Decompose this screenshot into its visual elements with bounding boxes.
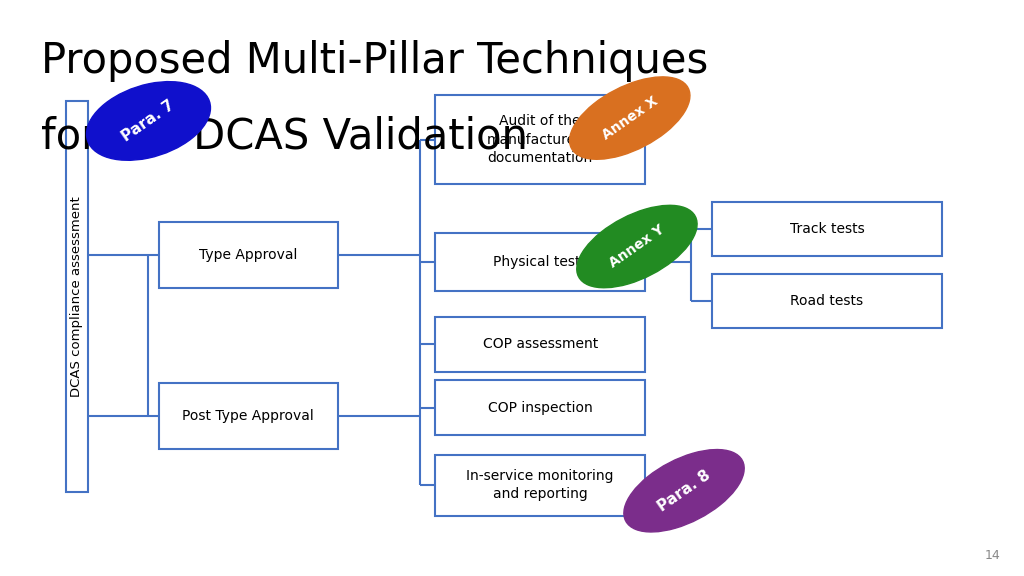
Ellipse shape <box>624 449 744 532</box>
Text: Para. 7: Para. 7 <box>120 97 177 145</box>
Ellipse shape <box>577 205 697 288</box>
Text: Road tests: Road tests <box>791 294 863 308</box>
Text: DCAS compliance assessment: DCAS compliance assessment <box>71 196 83 397</box>
Ellipse shape <box>86 82 211 160</box>
FancyBboxPatch shape <box>712 202 942 256</box>
FancyBboxPatch shape <box>435 233 645 291</box>
Text: for the DCAS Validation: for the DCAS Validation <box>41 115 527 157</box>
Text: Proposed Multi-Pillar Techniques: Proposed Multi-Pillar Techniques <box>41 40 709 82</box>
Text: Annex X: Annex X <box>599 94 660 142</box>
FancyBboxPatch shape <box>435 380 645 435</box>
FancyBboxPatch shape <box>435 455 645 516</box>
Text: Audit of the
manufacturer’s
documentation: Audit of the manufacturer’s documentatio… <box>487 114 593 165</box>
FancyBboxPatch shape <box>66 101 88 492</box>
FancyBboxPatch shape <box>712 274 942 328</box>
Text: COP assessment: COP assessment <box>482 337 598 351</box>
FancyBboxPatch shape <box>435 317 645 372</box>
FancyBboxPatch shape <box>159 383 338 449</box>
Text: Annex Y: Annex Y <box>606 222 668 271</box>
Text: COP inspection: COP inspection <box>487 400 593 415</box>
Text: Physical tests: Physical tests <box>493 255 588 269</box>
Text: Para. 8: Para. 8 <box>655 467 713 514</box>
FancyBboxPatch shape <box>435 95 645 184</box>
Text: Track tests: Track tests <box>790 222 864 236</box>
Text: Post Type Approval: Post Type Approval <box>182 409 314 423</box>
Text: In-service monitoring
and reporting: In-service monitoring and reporting <box>466 469 614 502</box>
Text: 14: 14 <box>985 548 1000 562</box>
FancyBboxPatch shape <box>159 222 338 288</box>
Ellipse shape <box>569 77 690 160</box>
Text: Type Approval: Type Approval <box>199 248 298 262</box>
